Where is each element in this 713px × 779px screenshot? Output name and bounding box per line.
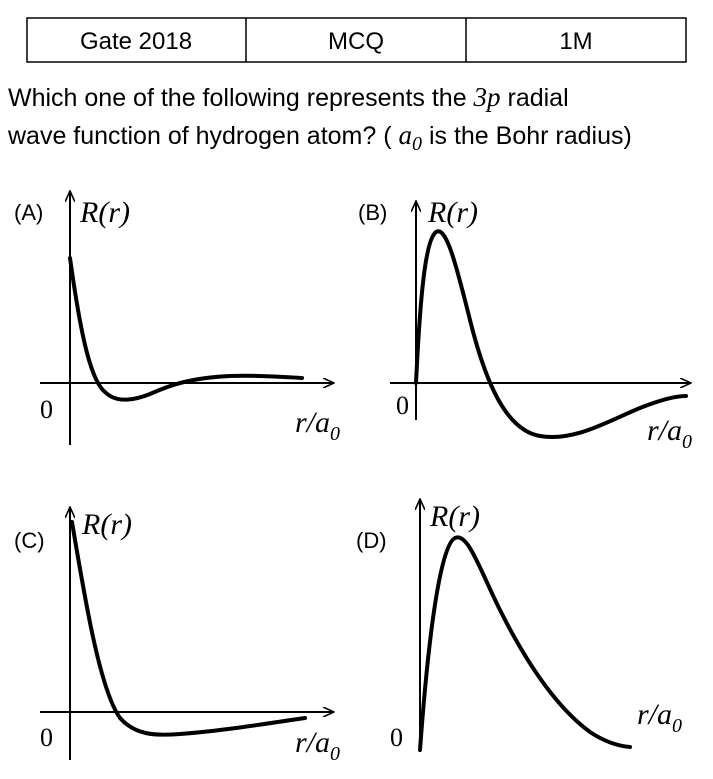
x-axis-main: r/a bbox=[647, 414, 682, 447]
x-axis-label: r/a0 bbox=[637, 698, 682, 737]
question-line: wave function of hydrogen atom? ( a0 is … bbox=[7, 120, 632, 155]
question-text: radial bbox=[501, 84, 569, 112]
origin-label: 0 bbox=[40, 395, 53, 424]
y-axis-label: R(r) bbox=[429, 500, 480, 533]
x-axis-label: r/a0 bbox=[647, 414, 692, 453]
curve bbox=[414, 229, 688, 439]
table-border bbox=[26, 17, 687, 63]
question-text: wave function of hydrogen atom? ( bbox=[7, 122, 399, 150]
header-cell: MCQ bbox=[328, 28, 384, 55]
curve bbox=[418, 535, 632, 752]
math-subscript: 0 bbox=[412, 133, 422, 155]
math: 3p bbox=[473, 82, 501, 112]
option-label: (C) bbox=[14, 528, 45, 553]
math: a bbox=[399, 120, 413, 150]
origin-label: 0 bbox=[396, 391, 409, 420]
option-label: (B) bbox=[358, 200, 387, 225]
y-axis-label: R(r) bbox=[79, 196, 130, 229]
option-b: (B) R(r) 0 r/a0 bbox=[358, 196, 692, 453]
option-a: (A) R(r) 0 r/a0 bbox=[14, 192, 340, 445]
origin-label: 0 bbox=[40, 723, 53, 752]
curve bbox=[70, 520, 307, 737]
question-text: is the Bohr radius) bbox=[422, 122, 632, 150]
header-cell: 1M bbox=[559, 28, 592, 55]
origin-label: 0 bbox=[390, 723, 403, 752]
header-table: Gate 2018 MCQ 1M bbox=[26, 17, 687, 63]
y-axis-label: R(r) bbox=[427, 196, 478, 229]
question-text: Which one of the following represents th… bbox=[8, 84, 474, 112]
option-label: (A) bbox=[14, 200, 43, 225]
curve bbox=[68, 256, 304, 402]
x-axis-main: r/a bbox=[295, 726, 330, 759]
option-label: (D) bbox=[356, 528, 387, 553]
header-cell: Gate 2018 bbox=[80, 28, 192, 55]
x-axis-sub: 0 bbox=[330, 423, 340, 445]
x-axis-main: r/a bbox=[295, 406, 330, 439]
option-d: (D) R(r) 0 r/a0 bbox=[356, 500, 682, 752]
x-axis-label: r/a0 bbox=[295, 726, 340, 765]
x-axis-sub: 0 bbox=[330, 743, 340, 765]
option-c: (C) R(r) 0 r/a0 bbox=[14, 508, 340, 765]
x-axis-main: r/a bbox=[637, 698, 672, 731]
question-line: Which one of the following represents th… bbox=[8, 82, 569, 112]
x-axis-sub: 0 bbox=[672, 715, 682, 737]
x-axis-sub: 0 bbox=[682, 431, 692, 453]
x-axis-label: r/a0 bbox=[295, 406, 340, 445]
y-axis-label: R(r) bbox=[81, 508, 132, 541]
